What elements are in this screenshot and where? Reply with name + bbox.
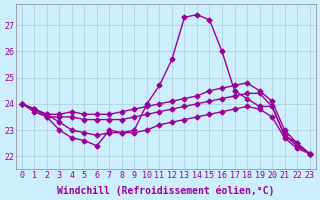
X-axis label: Windchill (Refroidissement éolien,°C): Windchill (Refroidissement éolien,°C) — [57, 185, 274, 196]
